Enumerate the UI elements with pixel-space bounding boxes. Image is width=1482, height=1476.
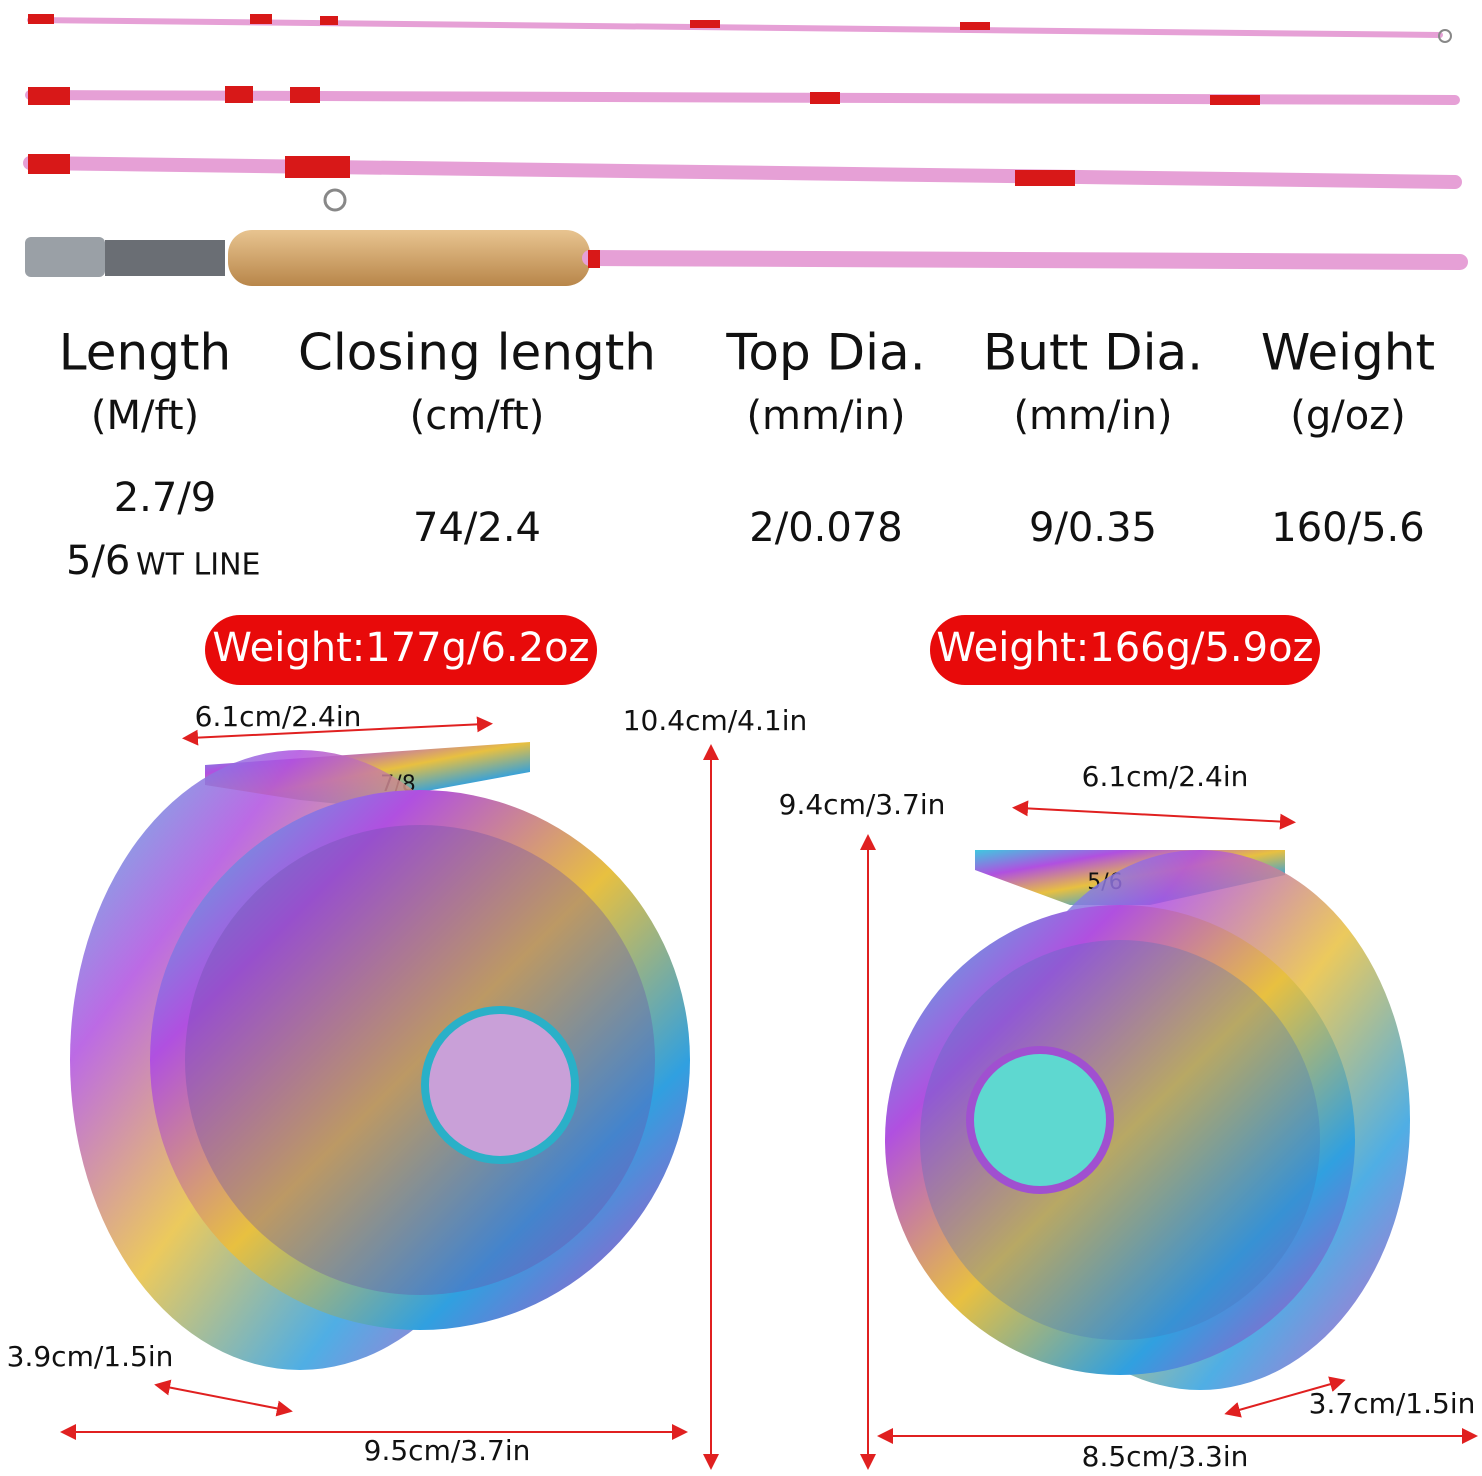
spec-unit: (M/ft) <box>91 393 199 439</box>
spec-title: Length <box>59 324 231 382</box>
reel-small: Weight:166g/5.9oz 5/6 6.1cm/2.4in 9.4cm/… <box>779 615 1478 1473</box>
weight-badge: Weight:166g/5.9oz <box>936 625 1313 671</box>
dimension: 8.5cm/3.3in <box>1082 1440 1249 1473</box>
rod-sections <box>23 14 1468 286</box>
spec-title: Butt Dia. <box>983 324 1203 382</box>
spec-title: Weight <box>1261 324 1435 382</box>
dimension: 3.9cm/1.5in <box>7 1340 174 1373</box>
spec-title: Closing length <box>298 324 656 382</box>
spec-title: Top Dia. <box>725 324 925 382</box>
dimension: 6.1cm/2.4in <box>195 700 362 733</box>
spec-unit: (mm/in) <box>1013 393 1172 439</box>
spec-unit: (mm/in) <box>746 393 905 439</box>
dimension: 9.5cm/3.7in <box>364 1434 531 1467</box>
spec-value: 160/5.6 <box>1271 505 1424 551</box>
dimension: 3.7cm/1.5in <box>1309 1387 1476 1420</box>
spec-value: 9/0.35 <box>1029 505 1157 551</box>
dimension: 10.4cm/4.1in <box>623 704 808 737</box>
reel-large: Weight:177g/6.2oz 7/8 6.1cm/2.4in 10.4cm… <box>7 615 808 1470</box>
dimension: 6.1cm/2.4in <box>1082 760 1249 793</box>
spec-value: 2.7/9 <box>114 475 217 521</box>
spec-unit: (g/oz) <box>1290 393 1406 439</box>
spec-table: Length Closing length Top Dia. Butt Dia.… <box>59 324 1435 585</box>
line-weight-text: WT LINE <box>136 548 260 583</box>
line-weight-number: 5/6 <box>66 538 130 584</box>
weight-badge: Weight:177g/6.2oz <box>212 625 589 671</box>
spec-value: 74/2.4 <box>413 505 541 551</box>
spec-unit: (cm/ft) <box>410 393 545 439</box>
dimension: 9.4cm/3.7in <box>779 788 946 821</box>
spec-value: 2/0.078 <box>749 505 902 551</box>
